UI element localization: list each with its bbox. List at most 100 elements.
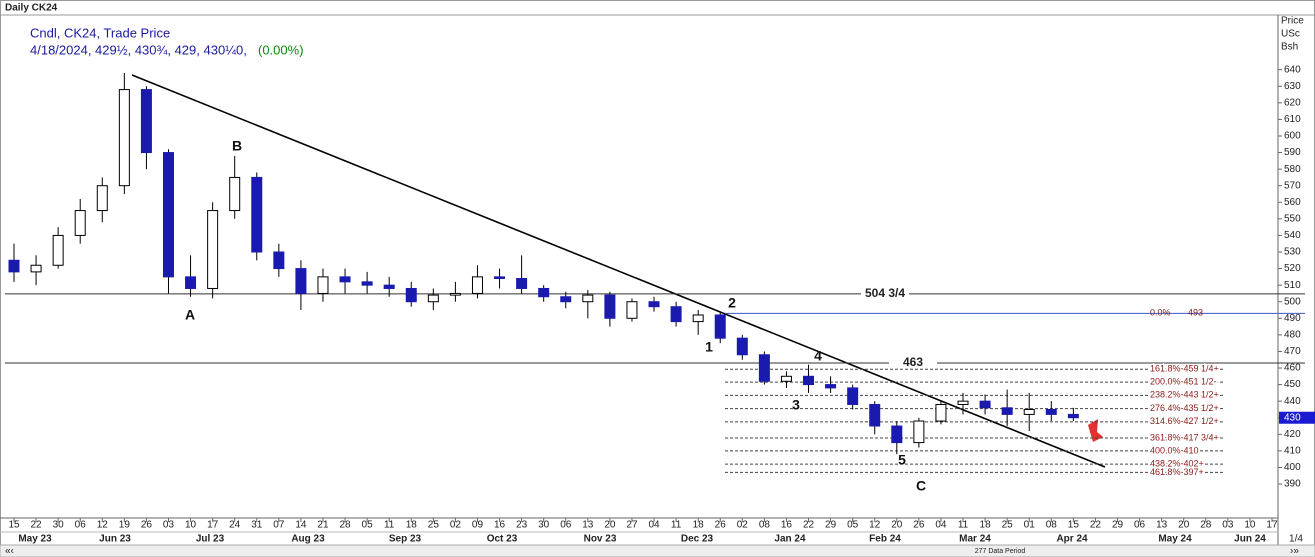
x-tick-label: 24 bbox=[229, 520, 241, 531]
candle-body bbox=[538, 287, 550, 298]
x-tick-label: 26 bbox=[141, 520, 153, 531]
candle-body bbox=[162, 152, 174, 278]
candle-body bbox=[891, 425, 903, 444]
x-tick-label: 25 bbox=[428, 520, 440, 531]
x-tick-label: 17 bbox=[207, 520, 219, 531]
x-tick-label: 04 bbox=[648, 520, 660, 531]
x-tick-label: 08 bbox=[759, 520, 771, 531]
candle-body bbox=[913, 420, 925, 444]
y-tick-label: 480 bbox=[1284, 330, 1301, 341]
fib-label: 438.2%-402+ bbox=[1150, 459, 1204, 469]
candle-body bbox=[207, 210, 219, 289]
x-tick-label: 08 bbox=[1046, 520, 1058, 531]
fib-label: 238.2%-443 1/2+ bbox=[1150, 390, 1219, 400]
month-label: Jun 23 bbox=[99, 534, 131, 545]
x-tick-label: 22 bbox=[31, 520, 43, 531]
wave-label: 5 bbox=[898, 452, 906, 468]
candle-body bbox=[604, 294, 616, 319]
candle-body bbox=[449, 292, 461, 296]
scrollbar[interactable] bbox=[0, 544, 1315, 557]
fib-label: 461.8%-397+ bbox=[1150, 467, 1204, 477]
x-tick-label: 17 bbox=[1266, 520, 1278, 531]
candle-body bbox=[626, 301, 638, 319]
x-tick-label: 13 bbox=[582, 520, 594, 531]
month-label: Aug 23 bbox=[291, 534, 325, 545]
candle-body bbox=[1067, 413, 1079, 419]
candle-body bbox=[251, 176, 263, 253]
candle-body bbox=[471, 276, 483, 294]
x-tick-label: 11 bbox=[671, 520, 682, 531]
y-tick-label: 520 bbox=[1284, 263, 1301, 274]
y-tick-label: 390 bbox=[1284, 479, 1301, 490]
month-label: Dec 23 bbox=[681, 534, 714, 545]
x-tick-label: 03 bbox=[163, 520, 175, 531]
x-tick-label: 13 bbox=[1156, 520, 1168, 531]
fib-label: 276.4%-435 1/2+ bbox=[1150, 403, 1219, 413]
x-tick-label: 18 bbox=[693, 520, 705, 531]
level-label-bg bbox=[889, 356, 937, 371]
month-label: May 24 bbox=[1158, 534, 1192, 545]
candle-body bbox=[317, 276, 329, 294]
candle-body bbox=[185, 276, 197, 289]
x-tick-label: 23 bbox=[516, 520, 528, 531]
y-tick-label: 620 bbox=[1284, 97, 1301, 108]
x-tick-label: 30 bbox=[538, 520, 550, 531]
retrace-label: 493 bbox=[1188, 308, 1203, 318]
axis-unit: USc bbox=[1281, 29, 1300, 40]
quote: 4/18/2024, 429½, 430¾, 429, 430¼0, bbox=[30, 42, 247, 57]
wave-label: 4 bbox=[814, 348, 822, 364]
x-tick-label: 26 bbox=[913, 520, 925, 531]
fib-label: 314.6%-427 1/2+ bbox=[1150, 416, 1219, 426]
candle-body bbox=[30, 264, 42, 273]
candle-body bbox=[118, 89, 130, 187]
x-tick-label: 01 bbox=[1024, 520, 1036, 531]
x-tick-label: 18 bbox=[406, 520, 418, 531]
y-tick-label: 440 bbox=[1284, 396, 1301, 407]
level-label-bg bbox=[861, 286, 909, 301]
candle-body bbox=[229, 176, 241, 212]
x-tick-label: 11 bbox=[384, 520, 395, 531]
y-tick-label: 580 bbox=[1284, 164, 1301, 175]
last-price-box bbox=[1279, 411, 1315, 424]
month-label: Nov 23 bbox=[584, 534, 617, 545]
x-tick-label: 14 bbox=[295, 520, 307, 531]
x-tick-label: 18 bbox=[980, 520, 992, 531]
candle-body bbox=[383, 284, 395, 289]
level-label: 504 3/4 bbox=[865, 286, 905, 300]
y-tick-label: 510 bbox=[1284, 280, 1301, 291]
candle-body bbox=[935, 403, 947, 422]
candle-body bbox=[96, 185, 108, 212]
wave-label: 1 bbox=[705, 339, 713, 355]
y-tick-label: 550 bbox=[1284, 213, 1301, 224]
fib-label: 200.0%-451 1/2- bbox=[1150, 376, 1217, 386]
x-tick-label: 05 bbox=[362, 520, 374, 531]
y-tick-label: 470 bbox=[1284, 346, 1301, 357]
candle-body bbox=[1045, 408, 1057, 415]
x-tick-label: 10 bbox=[1244, 520, 1256, 531]
scroll-left[interactable]: «‹ bbox=[5, 546, 14, 557]
month-label: Mar 24 bbox=[959, 534, 991, 545]
candle-body bbox=[295, 268, 307, 294]
scroll-right[interactable]: ›» bbox=[1290, 546, 1299, 557]
x-tick-label: 26 bbox=[715, 520, 727, 531]
y-tick-label: 490 bbox=[1284, 313, 1301, 324]
x-tick-label: 19 bbox=[119, 520, 131, 531]
x-tick-label: 20 bbox=[1178, 520, 1190, 531]
candle-body bbox=[74, 210, 86, 236]
y-tick-label: 610 bbox=[1284, 114, 1301, 125]
wave-label: 3 bbox=[792, 397, 800, 413]
candle-body bbox=[1001, 407, 1013, 415]
x-tick-label: 11 bbox=[958, 520, 969, 531]
x-tick-label: 15 bbox=[1068, 520, 1080, 531]
y-tick-label: 600 bbox=[1284, 131, 1301, 142]
candle-body bbox=[957, 400, 969, 405]
x-tick-label: 02 bbox=[737, 520, 749, 531]
level-label: 463 bbox=[903, 355, 923, 369]
candle-body bbox=[736, 337, 748, 356]
candle-body bbox=[714, 314, 726, 339]
x-tick-label: 12 bbox=[869, 520, 881, 531]
candle-body bbox=[825, 384, 837, 389]
